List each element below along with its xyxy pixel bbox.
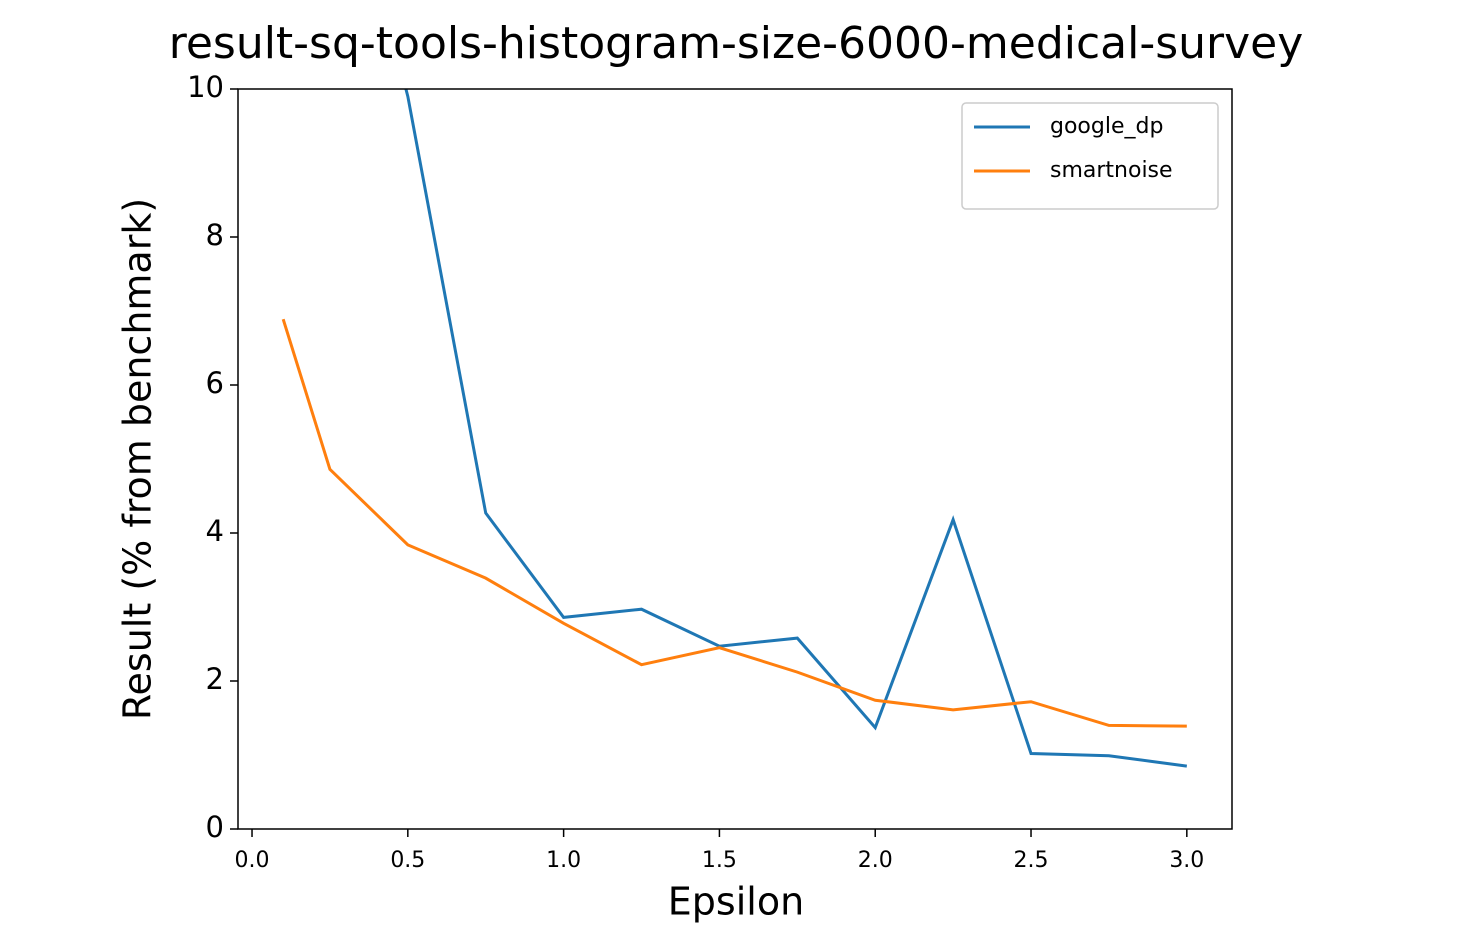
x-axis-label: Epsilon xyxy=(668,880,804,924)
legend-label: smartnoise xyxy=(1050,158,1173,183)
plot-area xyxy=(281,89,1188,768)
x-tick-label: 0.5 xyxy=(390,848,425,873)
y-tick-label: 10 xyxy=(187,70,224,104)
x-tick-label: 1.5 xyxy=(702,848,737,873)
y-tick-label: 6 xyxy=(206,366,224,400)
x-tick-label: 1.0 xyxy=(546,848,581,873)
y-tick-label: 0 xyxy=(206,810,224,844)
y-tick-label: 8 xyxy=(206,218,224,252)
axes-frame xyxy=(237,88,1233,830)
x-tick-label: 3.0 xyxy=(1169,848,1204,873)
y-tick-label: 2 xyxy=(206,662,224,696)
x-tick-label: 2.0 xyxy=(858,848,893,873)
x-tick-label: 0.0 xyxy=(235,848,270,873)
y-axis-label: Result (% from benchmark) xyxy=(116,198,160,720)
legend-box xyxy=(961,102,1219,210)
data-line xyxy=(281,318,1187,728)
legend-label: google_dp xyxy=(1050,114,1163,139)
y-tick-label: 4 xyxy=(206,514,224,548)
chart-title: result-sq-tools-histogram-size-6000-medi… xyxy=(169,18,1304,69)
x-tick-label: 2.5 xyxy=(1014,848,1049,873)
